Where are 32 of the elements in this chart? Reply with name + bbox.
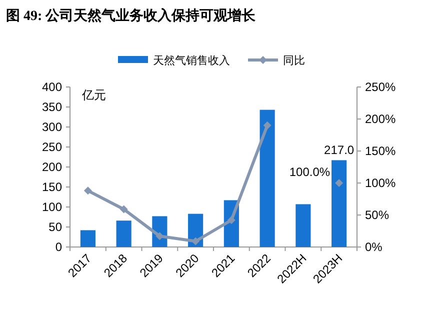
y-tick-label: 350 [42,100,62,114]
bar [332,160,347,247]
bar [260,110,275,247]
y-tick-label: 200 [42,160,62,174]
point [335,179,344,187]
chart-title: 图 49: 公司天然气业务收入保持可观增长 [6,8,257,24]
y2-tick-label: 150% [365,144,396,158]
legend-label: 同比 [283,54,305,67]
data-label: 100.0% [289,165,330,179]
bar [116,220,132,247]
y2-tick-label: 50% [365,208,390,222]
point [84,186,92,195]
y2-tick-label: 250% [365,80,396,94]
point [192,237,200,246]
y-tick-label: 50 [48,220,62,234]
data-label: 217.0 [324,143,354,158]
y-tick-label: 150 [42,180,62,194]
y-tick-label: 300 [42,120,62,134]
y2-tick-label: 100% [365,176,396,190]
y2-tick-label: 200% [365,112,396,126]
y-tick-label: 400 [42,80,62,94]
y-tick-label: 0 [55,240,62,254]
y-tick-label: 250 [42,140,62,154]
point [263,121,272,130]
point [120,205,128,214]
y2-tick-label: 0% [365,240,383,254]
bar [296,204,311,247]
point [227,216,236,224]
y-axis-title: 亿元 [81,88,106,102]
legend-label: 天然气销售收入 [153,54,230,67]
y-tick-label: 100 [42,200,62,214]
bar [80,230,96,247]
